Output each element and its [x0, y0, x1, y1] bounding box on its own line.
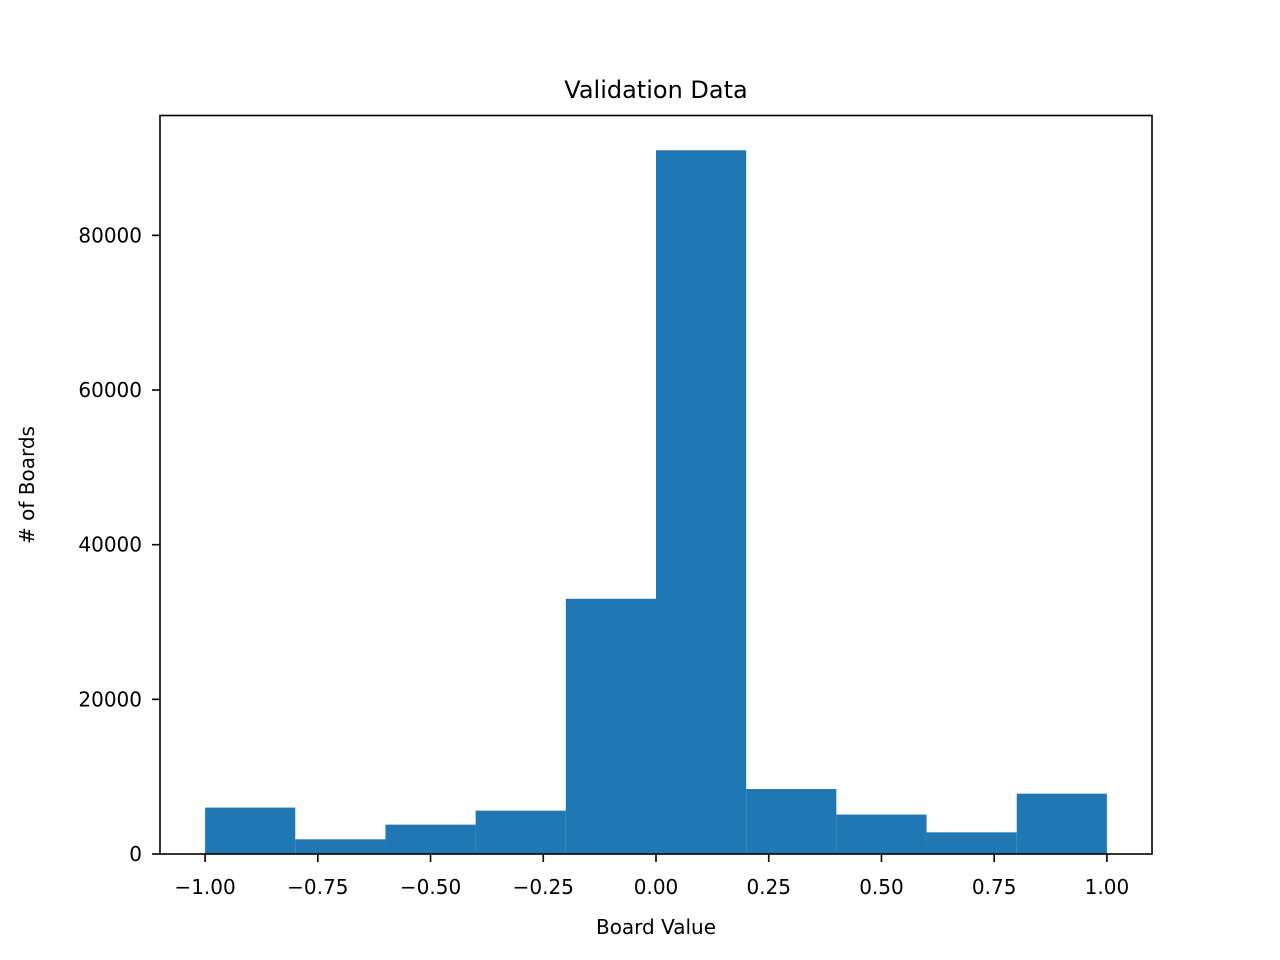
x-tick-label: −0.50 — [400, 875, 461, 899]
x-tick-label: 0.00 — [634, 875, 679, 899]
x-tick-label: 0.25 — [746, 875, 791, 899]
x-axis-label: Board Value — [596, 915, 716, 939]
plot-frame — [159, 114, 1153, 855]
y-tick-label: 80000 — [78, 223, 142, 247]
histogram-bar — [475, 810, 566, 854]
histogram-bar — [836, 814, 927, 854]
x-tick-label: −0.25 — [513, 875, 574, 899]
histogram-bar — [1016, 793, 1107, 854]
ticks-layer: −1.00 −0.75 −0.50 −0.25 0.00 0.25 0.50 0.75 1.00… — [78, 223, 1129, 899]
histogram-bar — [926, 832, 1017, 854]
x-tick-label: 1.00 — [1085, 875, 1130, 899]
histogram-bar — [295, 839, 386, 854]
y-tick-label: 40000 — [78, 533, 142, 557]
y-axis-label: # of Boards — [15, 426, 39, 544]
x-tick-label: 0.75 — [972, 875, 1017, 899]
x-tick-label: −1.00 — [174, 875, 235, 899]
y-tick-label: 20000 — [78, 687, 142, 711]
x-tick-label: 0.50 — [859, 875, 904, 899]
histogram-bar — [746, 789, 837, 854]
x-tick-label: −0.75 — [287, 875, 348, 899]
histogram-bar — [656, 150, 747, 854]
histogram-bar — [205, 807, 296, 854]
bars-layer — [205, 150, 1107, 854]
y-tick-label: 60000 — [78, 378, 142, 402]
y-tick-label: 0 — [129, 842, 142, 866]
histogram-bar — [385, 824, 476, 854]
histogram-bar — [565, 598, 656, 854]
chart-title: Validation Data — [564, 76, 747, 104]
